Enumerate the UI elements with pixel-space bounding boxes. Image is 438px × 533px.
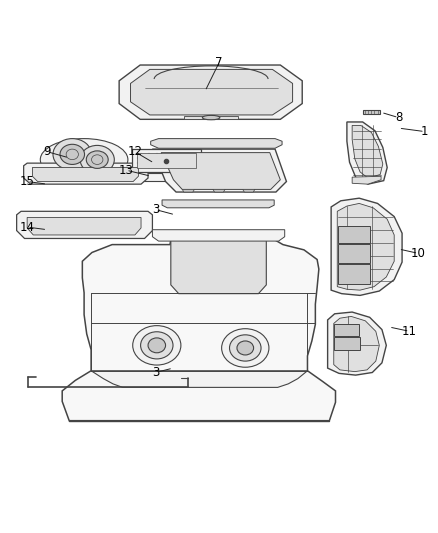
Ellipse shape [148, 338, 166, 353]
Polygon shape [132, 149, 201, 172]
Ellipse shape [230, 335, 261, 361]
Polygon shape [152, 230, 285, 241]
Polygon shape [243, 189, 255, 192]
Ellipse shape [202, 115, 220, 120]
Text: 3: 3 [152, 366, 159, 379]
Polygon shape [17, 211, 152, 238]
Ellipse shape [40, 139, 128, 181]
Polygon shape [32, 167, 138, 182]
Polygon shape [151, 139, 282, 148]
Polygon shape [213, 189, 225, 192]
Bar [338, 226, 370, 243]
Ellipse shape [141, 332, 173, 359]
Ellipse shape [80, 146, 114, 174]
Polygon shape [334, 317, 379, 372]
Polygon shape [131, 69, 293, 115]
Polygon shape [24, 163, 148, 184]
Ellipse shape [53, 139, 92, 170]
Polygon shape [337, 204, 394, 290]
Text: 12: 12 [127, 146, 142, 158]
Text: 1: 1 [421, 125, 429, 138]
Polygon shape [27, 217, 141, 235]
Polygon shape [162, 200, 274, 208]
Bar [338, 264, 370, 284]
Text: 11: 11 [402, 325, 417, 338]
Polygon shape [137, 152, 196, 168]
Text: 10: 10 [411, 247, 426, 260]
Text: 15: 15 [20, 175, 35, 188]
Polygon shape [171, 234, 266, 294]
Text: 3: 3 [152, 203, 159, 216]
Polygon shape [62, 235, 336, 421]
Polygon shape [91, 371, 307, 387]
Polygon shape [152, 149, 286, 192]
Polygon shape [352, 176, 381, 184]
Ellipse shape [86, 151, 108, 168]
Ellipse shape [222, 329, 269, 367]
Ellipse shape [60, 144, 85, 165]
Text: 14: 14 [20, 221, 35, 233]
Text: 8: 8 [395, 111, 402, 124]
Polygon shape [352, 125, 383, 178]
Polygon shape [138, 173, 193, 181]
Text: 7: 7 [215, 56, 223, 69]
Bar [334, 337, 360, 350]
Bar [338, 244, 370, 263]
Polygon shape [184, 116, 238, 119]
Polygon shape [328, 312, 386, 375]
Ellipse shape [237, 341, 254, 355]
Polygon shape [119, 65, 302, 119]
Ellipse shape [133, 326, 181, 365]
Polygon shape [363, 110, 380, 114]
Text: 13: 13 [119, 164, 134, 176]
Bar [334, 324, 359, 336]
Polygon shape [182, 189, 194, 192]
Polygon shape [331, 198, 402, 295]
Polygon shape [161, 152, 280, 189]
Text: 9: 9 [43, 146, 51, 158]
Polygon shape [347, 122, 387, 184]
